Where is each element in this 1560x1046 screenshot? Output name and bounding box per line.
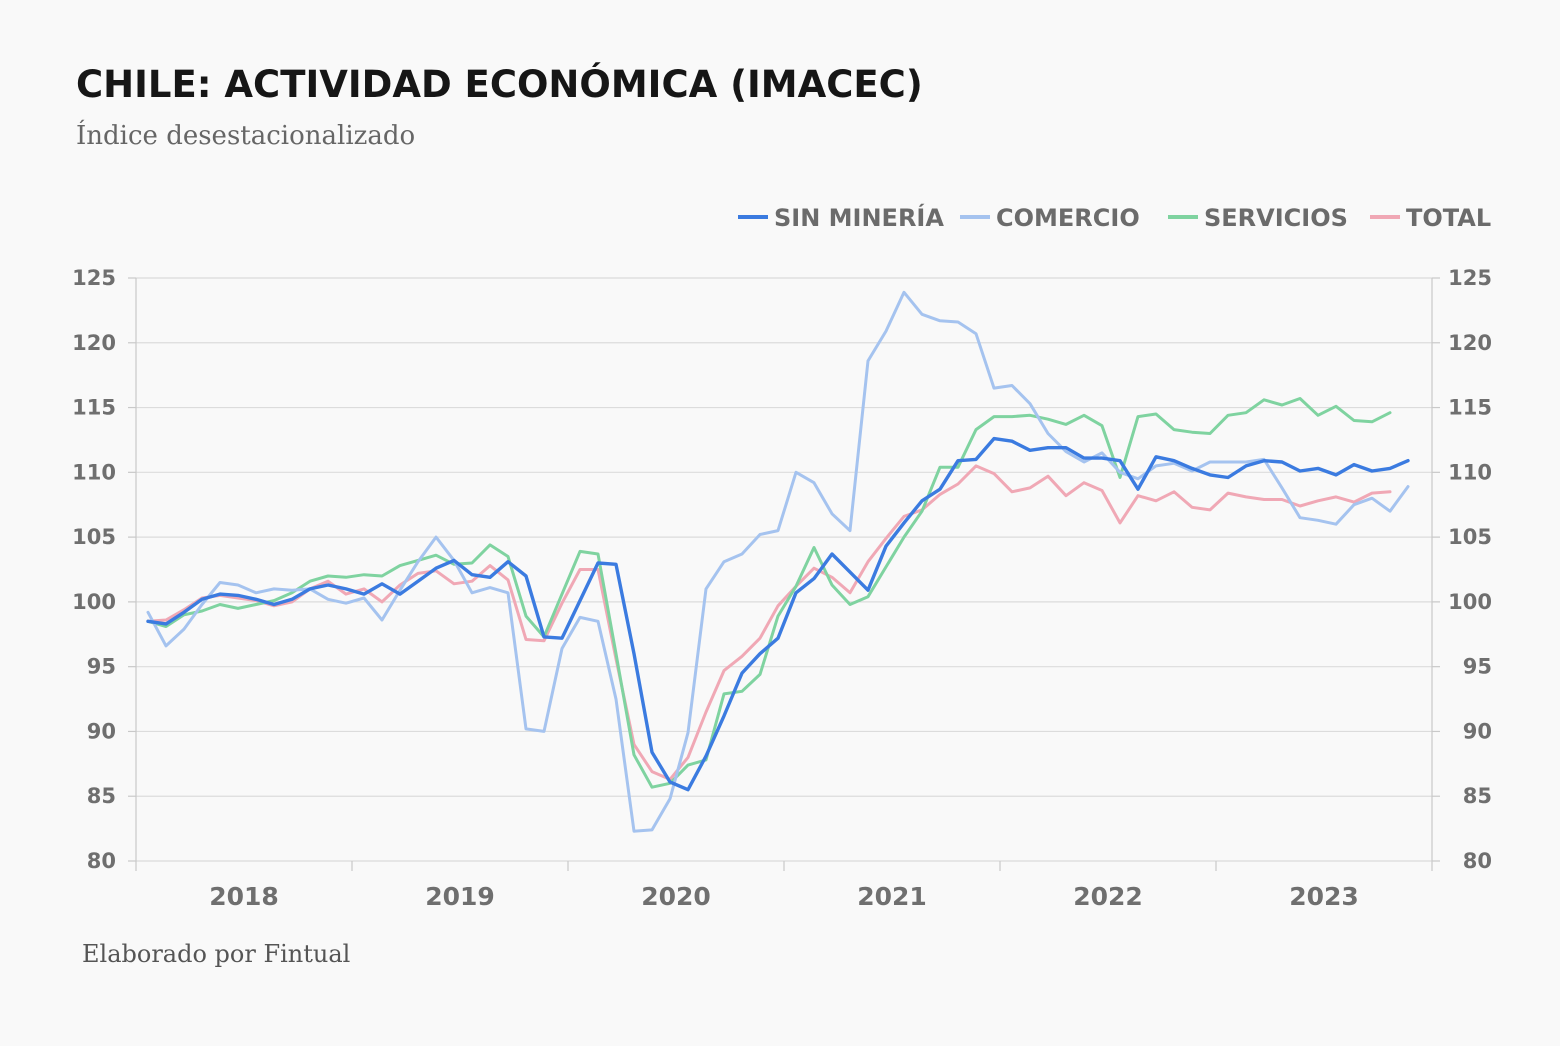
x-tick-label-2022: 2022 [1073,882,1143,911]
x-tick-label-2020: 2020 [641,882,711,911]
y-tick-label-left: 95 [87,655,116,679]
legend-item: COMERCIO [960,204,1140,232]
y-tick-label-right: 120 [1448,331,1492,355]
chart-title: CHILE: ACTIVIDAD ECONÓMICA (IMACEC) [76,62,923,106]
series-lines [146,290,1410,833]
y-tick-label-right: 80 [1463,849,1492,873]
y-tick-label-right: 125 [1448,266,1492,290]
y-tick-label-left: 85 [87,784,116,808]
y-tick-label-left: 90 [87,719,116,743]
series-line-comercio [146,290,1410,833]
legend-label: SIN MINERÍA [774,203,944,232]
y-tick-label-left: 125 [72,266,116,290]
legend-item: SERVICIOS [1168,204,1348,232]
x-tick-label-2021: 2021 [857,882,927,911]
legend-item: TOTAL [1370,204,1491,232]
x-tick-label-2023: 2023 [1289,882,1359,911]
y-tick-label-left: 100 [72,590,116,614]
series-line-servicios [146,397,1392,789]
y-tick-label-right: 95 [1463,655,1492,679]
series-line-total [146,464,1392,781]
y-tick-label-right: 85 [1463,784,1492,808]
y-tick-label-right: 115 [1448,396,1492,420]
chart-legend: SIN MINERÍA COMERCIO SERVICIOS TOTAL [738,203,1491,232]
chart-subtitle: Índice desestacionalizado [76,119,415,151]
legend-item: SIN MINERÍA [738,203,944,232]
axes: 80 80 85 85 90 90 95 95 100 100 105 105 110 110 115 115… [72,266,1492,911]
y-tick-label-left: 105 [72,525,116,549]
y-tick-label-left: 80 [87,849,116,873]
y-tick-label-right: 100 [1448,590,1492,614]
y-tick-label-right: 90 [1463,719,1492,743]
series-line-sin-miner-a [146,436,1410,792]
chart-source-note: Elaborado por Fintual [82,940,350,968]
legend-label: SERVICIOS [1204,204,1348,232]
y-tick-label-left: 120 [72,331,116,355]
legend-label: COMERCIO [996,204,1140,232]
x-tick-label-2019: 2019 [425,882,495,911]
gridlines [136,277,1432,862]
legend-label: TOTAL [1406,204,1491,232]
y-tick-label-right: 110 [1448,460,1492,484]
y-tick-label-left: 110 [72,460,116,484]
x-tick-label-2018: 2018 [209,882,279,911]
y-tick-label-left: 115 [72,396,116,420]
y-tick-label-right: 105 [1448,525,1492,549]
